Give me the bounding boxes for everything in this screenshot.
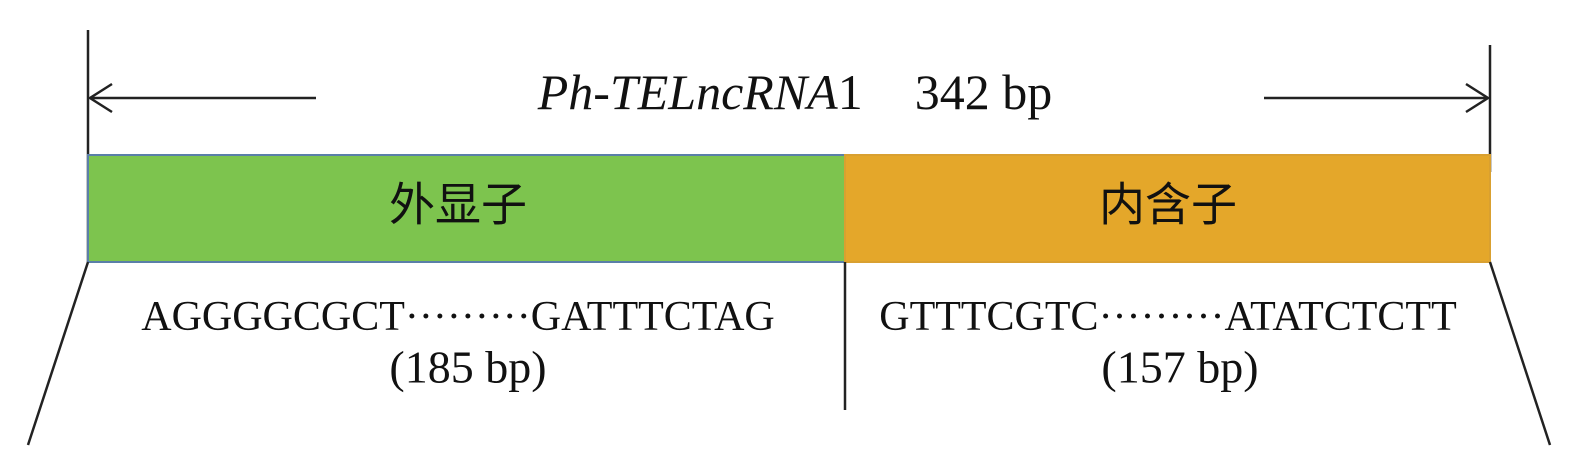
left-diagonal	[26, 261, 90, 446]
sequence-start: AGGGGCGCT	[141, 294, 405, 340]
exon-sequence: AGGGGCGCT·········GATTTCTAG	[141, 294, 775, 340]
sequence-start: GTTTCGTC	[879, 294, 1098, 340]
intron-label: 内含子	[1099, 178, 1237, 232]
exon-label: 外显子	[389, 178, 527, 232]
sequence-end: GATTTCTAG	[531, 294, 775, 340]
intron-length: (157 bp)	[1101, 342, 1258, 393]
gene-name: Ph-TELncRNA	[537, 64, 838, 120]
sequence-end: ATATCTCTT	[1224, 294, 1456, 340]
sequence-dots: ·········	[1099, 294, 1225, 340]
left-arrowhead	[87, 82, 113, 114]
right-arrowhead	[1465, 82, 1491, 114]
gene-suffix: 1	[838, 64, 863, 120]
title: Ph-TELncRNA1 342 bp	[537, 64, 1052, 120]
intron-sequence: GTTTCGTC·········ATATCTCTT	[879, 294, 1457, 340]
gene-length: 342 bp	[915, 64, 1053, 120]
intron-bar	[844, 154, 1491, 263]
sequence-dots: ·········	[405, 294, 531, 340]
right-diagonal	[1488, 261, 1552, 446]
exon-bar	[87, 154, 846, 263]
exon-length: (185 bp)	[389, 342, 546, 393]
